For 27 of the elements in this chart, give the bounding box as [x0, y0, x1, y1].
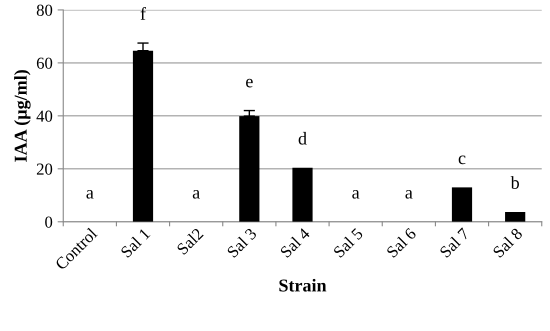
bar — [292, 168, 313, 222]
annotation: f — [140, 7, 146, 20]
x-tick-label: Sal 4 — [279, 226, 311, 258]
x-tick-label: Sal2 — [176, 227, 204, 256]
annotation: a — [86, 190, 94, 199]
annotation: e — [246, 78, 253, 88]
annotation: d — [298, 132, 307, 145]
x-tick-label: Sal 8 — [492, 227, 524, 258]
bar — [505, 212, 526, 222]
bar — [452, 187, 472, 222]
y-tick-label: 20 — [36, 164, 52, 175]
x-tick-label: Sal 5 — [332, 227, 364, 258]
annotation: a — [405, 190, 413, 199]
y-tick-label: 40 — [36, 110, 52, 122]
x-tick-label: Sal 1 — [120, 227, 151, 258]
x-tick-label: Sal 7 — [438, 226, 470, 258]
y-tick-label: 60 — [36, 58, 52, 69]
y-tick-label: 80 — [36, 4, 52, 16]
annotation: a — [352, 190, 360, 199]
x-axis-title: Strain — [279, 278, 326, 292]
annotation: a — [192, 190, 200, 199]
annotation: c — [458, 156, 466, 164]
x-tick-label: Sal 6 — [386, 226, 417, 258]
x-tick-label: Sal 3 — [226, 227, 258, 258]
annotation: b — [510, 176, 519, 189]
y-axis-title: IAA (µg/ml) — [14, 70, 31, 162]
y-tick-label: 0 — [45, 216, 52, 228]
